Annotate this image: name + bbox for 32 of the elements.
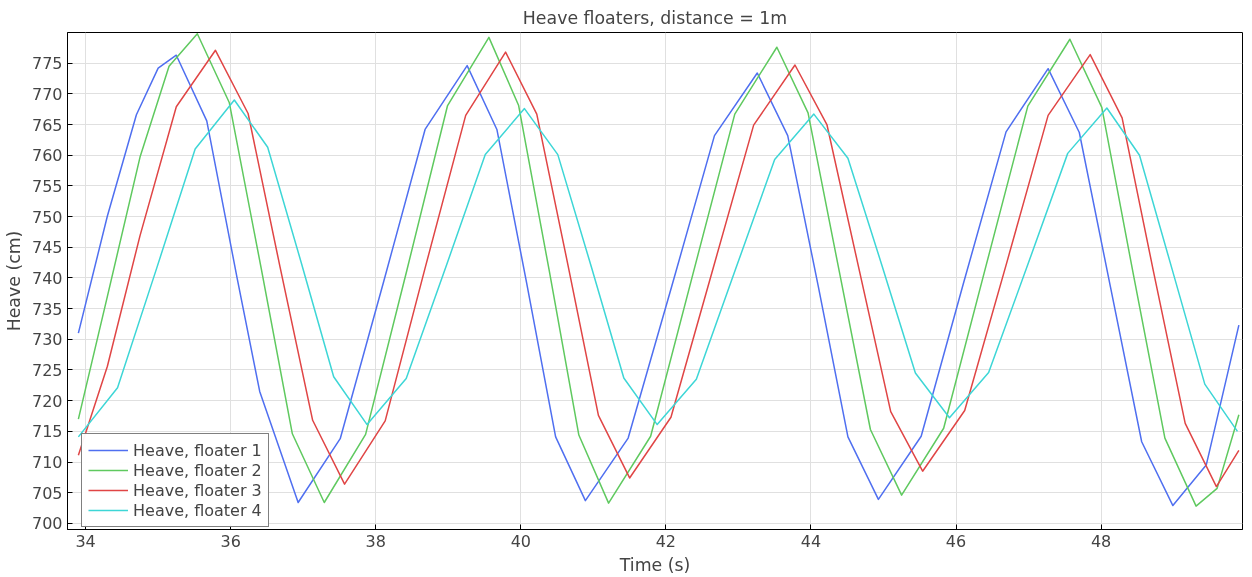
x-tick-label: 48: [1090, 531, 1112, 551]
y-tick-label: 725: [31, 360, 63, 380]
x-axis-title: Time (s): [618, 554, 691, 575]
y-tick-label: 730: [31, 330, 63, 350]
y-tick-label: 770: [31, 84, 63, 104]
y-tick-label: 745: [31, 238, 63, 258]
y-tick-label: 775: [31, 54, 63, 74]
y-tick-label: 755: [31, 176, 63, 196]
y-tick-label: 705: [31, 483, 63, 503]
x-tick-label: 44: [800, 531, 822, 551]
y-tick-label: 760: [31, 146, 63, 166]
legend-label: Heave, floater 1: [133, 440, 262, 460]
y-axis-title: Heave (cm): [3, 230, 24, 332]
x-tick-label: 40: [510, 531, 531, 551]
y-tick-label: 715: [31, 422, 63, 442]
line-series: [77, 99, 1239, 438]
x-tick-label: 34: [75, 531, 96, 551]
y-tick-label: 700: [31, 514, 63, 534]
y-tick-label: 765: [31, 115, 63, 135]
x-tick-label: 38: [365, 531, 386, 551]
y-tick-label: 720: [31, 391, 63, 411]
legend-label: Heave, floater 2: [133, 460, 262, 480]
y-tick-label: 750: [31, 207, 63, 227]
x-tick-label: 42: [655, 531, 677, 551]
legend-label: Heave, floater 4: [133, 500, 262, 520]
chart-title: Heave floaters, distance = 1m: [522, 7, 788, 28]
y-tick-label: 735: [31, 299, 63, 319]
x-tick-label: 36: [220, 531, 241, 551]
y-tick-label: 740: [31, 268, 63, 288]
x-tick-label: 46: [945, 531, 967, 551]
legend-label: Heave, floater 3: [133, 480, 262, 500]
y-tick-label: 710: [31, 453, 63, 473]
